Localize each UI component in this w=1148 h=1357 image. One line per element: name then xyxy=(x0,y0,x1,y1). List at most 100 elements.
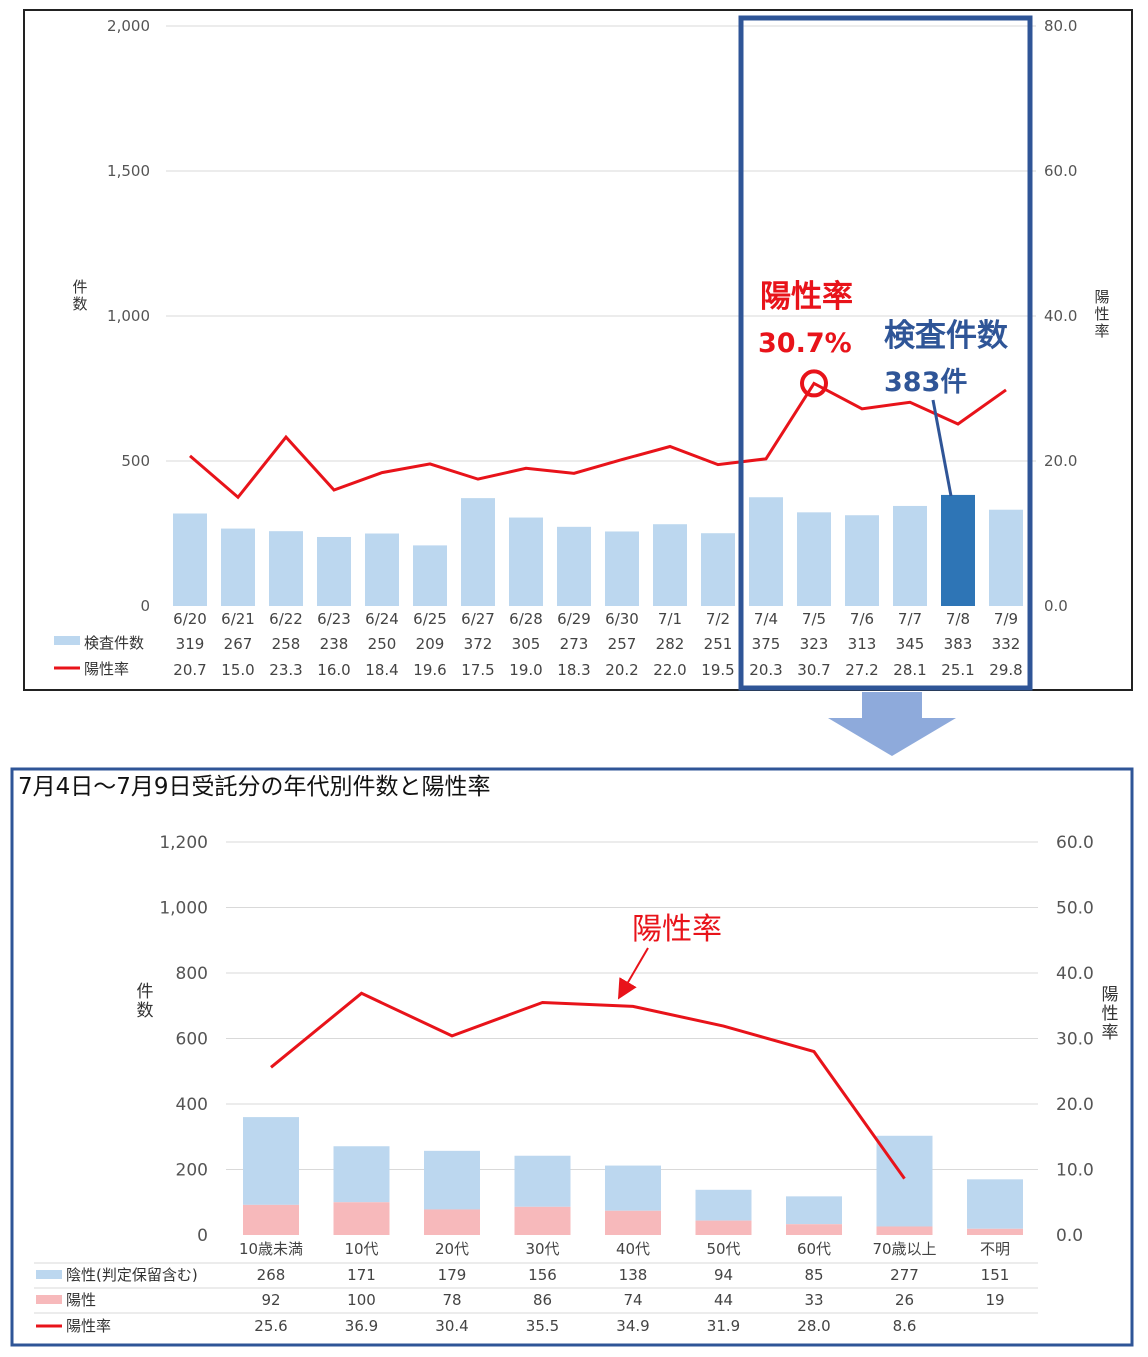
bar xyxy=(221,528,255,606)
x-tick-label: 7/8 xyxy=(946,610,970,628)
chart-2-bars xyxy=(243,1117,1023,1235)
y-tick-label: 500 xyxy=(121,452,150,470)
table-cell-count: 257 xyxy=(608,635,637,653)
y2-tick-label: 20.0 xyxy=(1044,452,1077,470)
annotation-count-value: 383件 xyxy=(884,367,967,398)
x-tick-label: 20代 xyxy=(435,1240,469,1258)
y-tick-label: 1,000 xyxy=(159,899,208,919)
bar-negative xyxy=(514,1155,571,1207)
y-tick-label: 600 xyxy=(176,1030,208,1050)
bar-negative xyxy=(786,1196,842,1225)
table-cell-negative: 268 xyxy=(257,1266,286,1284)
table-cell-count: 267 xyxy=(224,635,253,653)
table-cell-rate: 20.7 xyxy=(173,661,206,679)
table-cell-rate: 19.0 xyxy=(509,661,542,679)
x-tick-label: 6/25 xyxy=(413,610,447,628)
annotation-rate-value: 30.7% xyxy=(758,328,852,359)
y2-tick-label: 60.0 xyxy=(1056,833,1094,853)
chart-1-y2label: 陽性率 xyxy=(1094,288,1109,340)
table-cell-negative: 94 xyxy=(714,1266,733,1284)
table-cell-rate: 22.0 xyxy=(653,661,686,679)
bar xyxy=(893,505,927,606)
x-tick-label: 6/28 xyxy=(509,610,543,628)
chart-2-y2-ticks: 0.0 10.0 20.0 30.0 40.0 50.0 60.0 xyxy=(1056,833,1094,1246)
y-tick-label: 200 xyxy=(176,1161,208,1181)
table-cell-positive: 86 xyxy=(533,1291,552,1309)
table-cell-negative: 277 xyxy=(890,1266,919,1284)
table-cell-rate: 29.8 xyxy=(989,661,1022,679)
table-cell-rate: 34.9 xyxy=(616,1317,649,1335)
bar xyxy=(269,531,303,606)
chart-1-y2-ticks: 0.0 20.0 40.0 60.0 80.0 xyxy=(1044,17,1077,615)
x-tick-label: 6/30 xyxy=(605,610,639,628)
bar-positive xyxy=(514,1206,571,1235)
chart-2-y-ticks: 0 200 400 600 800 1,000 1,200 xyxy=(159,833,208,1246)
table-cell-rate: 16.0 xyxy=(317,661,350,679)
down-arrow-icon xyxy=(828,692,956,756)
y2-tick-label: 60.0 xyxy=(1044,162,1077,180)
table-cell-negative: 85 xyxy=(804,1266,823,1284)
bar-negative xyxy=(243,1117,299,1205)
bar-positive xyxy=(876,1226,933,1235)
bar xyxy=(509,517,543,606)
chart-1-y-ticks: 0 500 1,000 1,500 2,000 xyxy=(107,17,150,615)
x-tick-label: 60代 xyxy=(797,1240,831,1258)
table-cell-rate: 25.6 xyxy=(254,1317,287,1335)
bar-positive xyxy=(967,1228,1023,1235)
bar xyxy=(557,526,591,606)
chart-2-title: 7月4日～7月9日受託分の年代別件数と陽性率 xyxy=(18,774,491,800)
y2-tick-label: 40.0 xyxy=(1056,964,1094,984)
table-cell-positive: 92 xyxy=(261,1291,280,1309)
table-cell-rate: 30.4 xyxy=(435,1317,468,1335)
table-cell-count: 258 xyxy=(272,635,301,653)
chart-1-rate-line xyxy=(189,381,1007,500)
bar xyxy=(173,513,207,606)
bar xyxy=(413,545,447,606)
table-cell-rate: 8.6 xyxy=(893,1317,917,1335)
annotation-rate-label: 陽性率 xyxy=(760,279,853,315)
chart-1-x-ticks: 6/20 6/21 6/22 6/23 6/24 6/25 6/27 6/28 6/29 6/30… xyxy=(173,610,1018,628)
table-cell-rate: 23.3 xyxy=(269,661,302,679)
table-cell-positive: 100 xyxy=(347,1291,376,1309)
y-tick-label: 0 xyxy=(197,1226,208,1246)
table-cell-positive: 74 xyxy=(623,1291,642,1309)
y-tick-label: 1,200 xyxy=(159,833,208,853)
table-cell-rate: 28.0 xyxy=(797,1317,830,1335)
table-cell-count: 372 xyxy=(464,635,493,653)
table-cell-count: 250 xyxy=(368,635,397,653)
bar-positive xyxy=(333,1202,390,1235)
bar xyxy=(653,524,687,606)
table-cell-count: 383 xyxy=(944,635,973,653)
x-tick-label: 6/29 xyxy=(557,610,591,628)
bar-negative xyxy=(695,1189,752,1221)
table-cell-count: 313 xyxy=(848,635,877,653)
bar xyxy=(317,536,351,606)
table-cell-rate: 27.2 xyxy=(845,661,878,679)
chart-1-highlight-frame xyxy=(738,15,1033,691)
bar xyxy=(845,515,879,606)
x-tick-label: 40代 xyxy=(616,1240,650,1258)
bar-negative xyxy=(967,1179,1023,1229)
x-tick-label: 不明 xyxy=(980,1240,1010,1258)
table-cell-count: 323 xyxy=(800,635,829,653)
annotation-count-label: 検査件数 xyxy=(884,318,1008,354)
bar-positive xyxy=(786,1224,842,1235)
y2-tick-label: 20.0 xyxy=(1056,1095,1094,1115)
table-cell-count: 273 xyxy=(560,635,589,653)
table-cell-count: 305 xyxy=(512,635,541,653)
x-tick-label: 10代 xyxy=(344,1240,378,1258)
bar-negative xyxy=(605,1165,661,1211)
table-cell-count: 375 xyxy=(752,635,781,653)
x-tick-label: 6/24 xyxy=(365,610,399,628)
table-cell-rate: 35.5 xyxy=(526,1317,559,1335)
table-cell-count: 238 xyxy=(320,635,349,653)
table-cell-negative: 171 xyxy=(347,1266,376,1284)
legend-swatch-positive xyxy=(36,1295,62,1304)
bar-positive xyxy=(695,1220,752,1235)
table-cell-count: 345 xyxy=(896,635,925,653)
bar xyxy=(605,531,639,606)
table-cell-rate: 15.0 xyxy=(221,661,254,679)
